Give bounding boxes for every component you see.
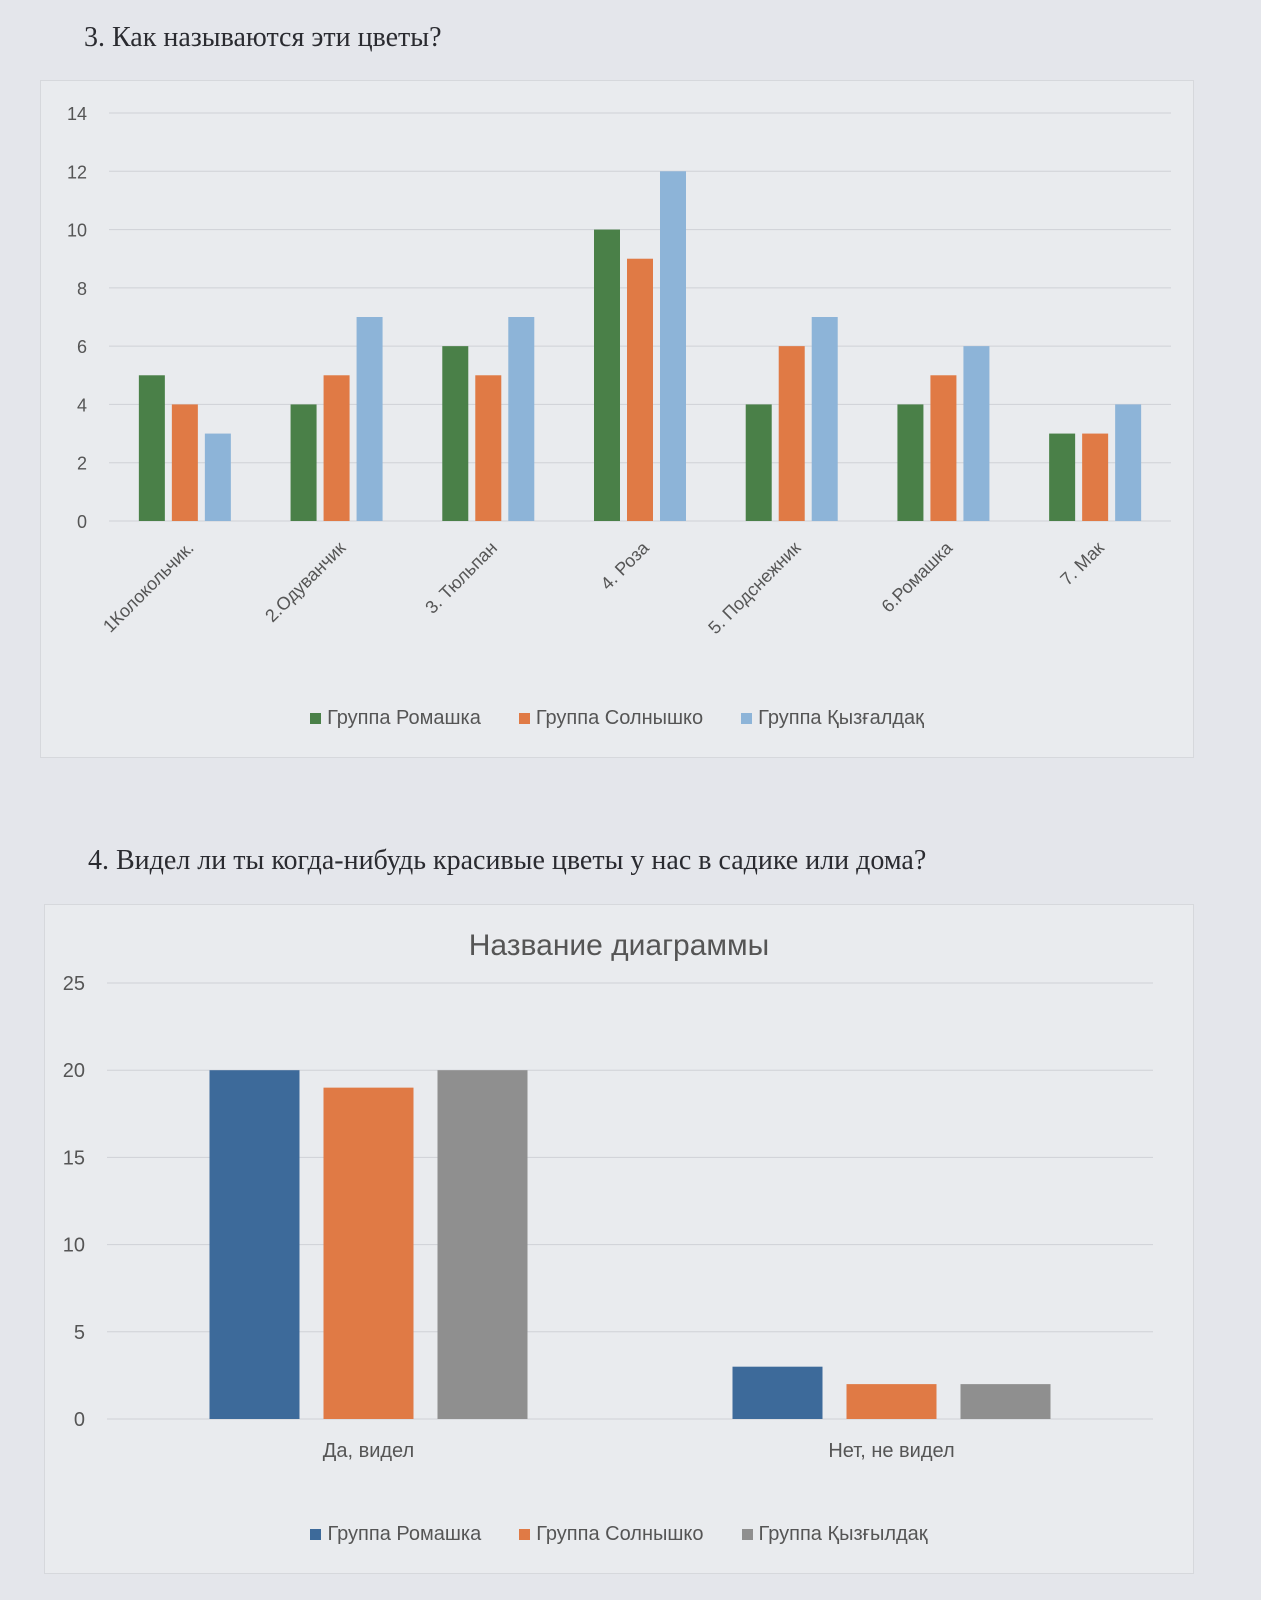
seen-flowers-chart-legend: Группа Ромашка Группа Солнышко Группа Қызғ… bbox=[45, 1523, 1193, 1546]
bar bbox=[204, 433, 231, 521]
x-tick-label: Нет, не видел bbox=[828, 1440, 954, 1462]
y-tick-label: 8 bbox=[77, 279, 87, 299]
x-tick-label: 1Колокольчик. bbox=[99, 538, 198, 637]
legend-item: Группа Солнышко bbox=[519, 1523, 704, 1546]
bar bbox=[508, 317, 535, 521]
question-3: 3. Как называются эти цветы? bbox=[84, 22, 442, 53]
flowers-chart-legend: Группа Ромашка Группа Солнышко Группа Қызғ… bbox=[41, 707, 1193, 730]
chart-title: Название диаграммы bbox=[468, 929, 770, 962]
seen-flowers-chart: Название диаграммы 0 5 10 15 20 25 Да, видел Не… bbox=[44, 904, 1194, 1574]
legend-item: Группа Ромашка bbox=[310, 707, 481, 730]
flowers-chart-plot: 0 2 4 6 8 10 12 14 1Колокольчик. 2.Одуванчик 3. Тю… bbox=[67, 104, 1171, 638]
bar bbox=[356, 317, 383, 521]
bar bbox=[778, 346, 805, 521]
x-tick-label: 6.Ромашка bbox=[878, 537, 957, 616]
y-tick-label: 0 bbox=[77, 512, 87, 532]
bar bbox=[475, 375, 502, 521]
x-tick-label: 7. Мак bbox=[1056, 538, 1108, 590]
x-tick-label: 3. Тюльпан bbox=[421, 538, 501, 618]
bar bbox=[290, 404, 317, 521]
y-tick-label: 4 bbox=[77, 395, 87, 415]
bar bbox=[209, 1070, 300, 1419]
x-tick-label: Да, видел bbox=[323, 1440, 414, 1462]
legend-label: Группа Солнышко bbox=[536, 1523, 704, 1545]
legend-label: Группа Қызғалдақ bbox=[758, 707, 924, 729]
legend-swatch bbox=[519, 1529, 531, 1540]
bar bbox=[963, 346, 990, 521]
x-tick-label: 5. Подснежник bbox=[704, 538, 804, 638]
bar bbox=[171, 404, 198, 521]
legend-item: Группа Солнышко bbox=[518, 707, 704, 730]
y-tick-label: 12 bbox=[67, 162, 87, 182]
bar bbox=[323, 375, 350, 521]
y-tick-label: 5 bbox=[74, 1322, 85, 1344]
bar bbox=[732, 1366, 823, 1419]
y-tick-label: 25 bbox=[63, 973, 85, 995]
y-tick-label: 15 bbox=[63, 1147, 85, 1169]
bar bbox=[594, 229, 620, 522]
legend-swatch bbox=[310, 713, 322, 724]
bar bbox=[627, 258, 653, 521]
legend-label: Группа Ромашка bbox=[327, 1523, 482, 1545]
bar bbox=[323, 1087, 414, 1419]
bar bbox=[745, 404, 772, 521]
legend-swatch bbox=[741, 1529, 753, 1540]
legend-label: Группа Ромашка bbox=[327, 707, 481, 729]
legend-label: Группа Солнышко bbox=[535, 707, 704, 729]
y-tick-label: 14 bbox=[67, 104, 87, 124]
legend-swatch bbox=[741, 713, 753, 724]
question-4: 4. Видел ли ты когда-нибудь красивые цве… bbox=[88, 845, 927, 876]
legend-item: Группа Ромашка bbox=[310, 1523, 481, 1546]
bar bbox=[442, 346, 469, 521]
bar bbox=[846, 1384, 937, 1419]
y-tick-label: 10 bbox=[63, 1235, 85, 1257]
bar bbox=[811, 317, 838, 521]
bar bbox=[960, 1384, 1051, 1419]
legend-label: Группа Қызғылдақ bbox=[758, 1523, 928, 1545]
bar bbox=[437, 1070, 528, 1419]
bar bbox=[930, 375, 957, 521]
flowers-chart: 0 2 4 6 8 10 12 14 1Колокольчик. 2.Одуванчик 3. Тю… bbox=[40, 80, 1194, 758]
x-tick-label: 2.Одуванчик bbox=[261, 538, 349, 626]
y-tick-label: 10 bbox=[67, 221, 87, 241]
legend-item: Группа Қызғалдақ bbox=[741, 707, 924, 730]
bar bbox=[1115, 404, 1142, 521]
legend-item: Группа Қызғылдақ bbox=[741, 1523, 928, 1546]
y-tick-label: 2 bbox=[77, 454, 87, 474]
legend-swatch bbox=[518, 713, 530, 724]
y-tick-label: 20 bbox=[63, 1060, 85, 1082]
y-tick-label: 0 bbox=[74, 1409, 85, 1431]
bar bbox=[1049, 433, 1076, 521]
x-tick-label: 4. Роза bbox=[597, 537, 654, 594]
legend-swatch bbox=[310, 1529, 322, 1540]
y-tick-label: 6 bbox=[77, 337, 87, 357]
bar bbox=[897, 404, 924, 521]
bar bbox=[660, 171, 686, 521]
bar bbox=[1082, 433, 1109, 521]
seen-flowers-chart-plot: 0 5 10 15 20 25 Да, видел Нет, не видел bbox=[63, 973, 1153, 1462]
bar bbox=[138, 375, 165, 521]
